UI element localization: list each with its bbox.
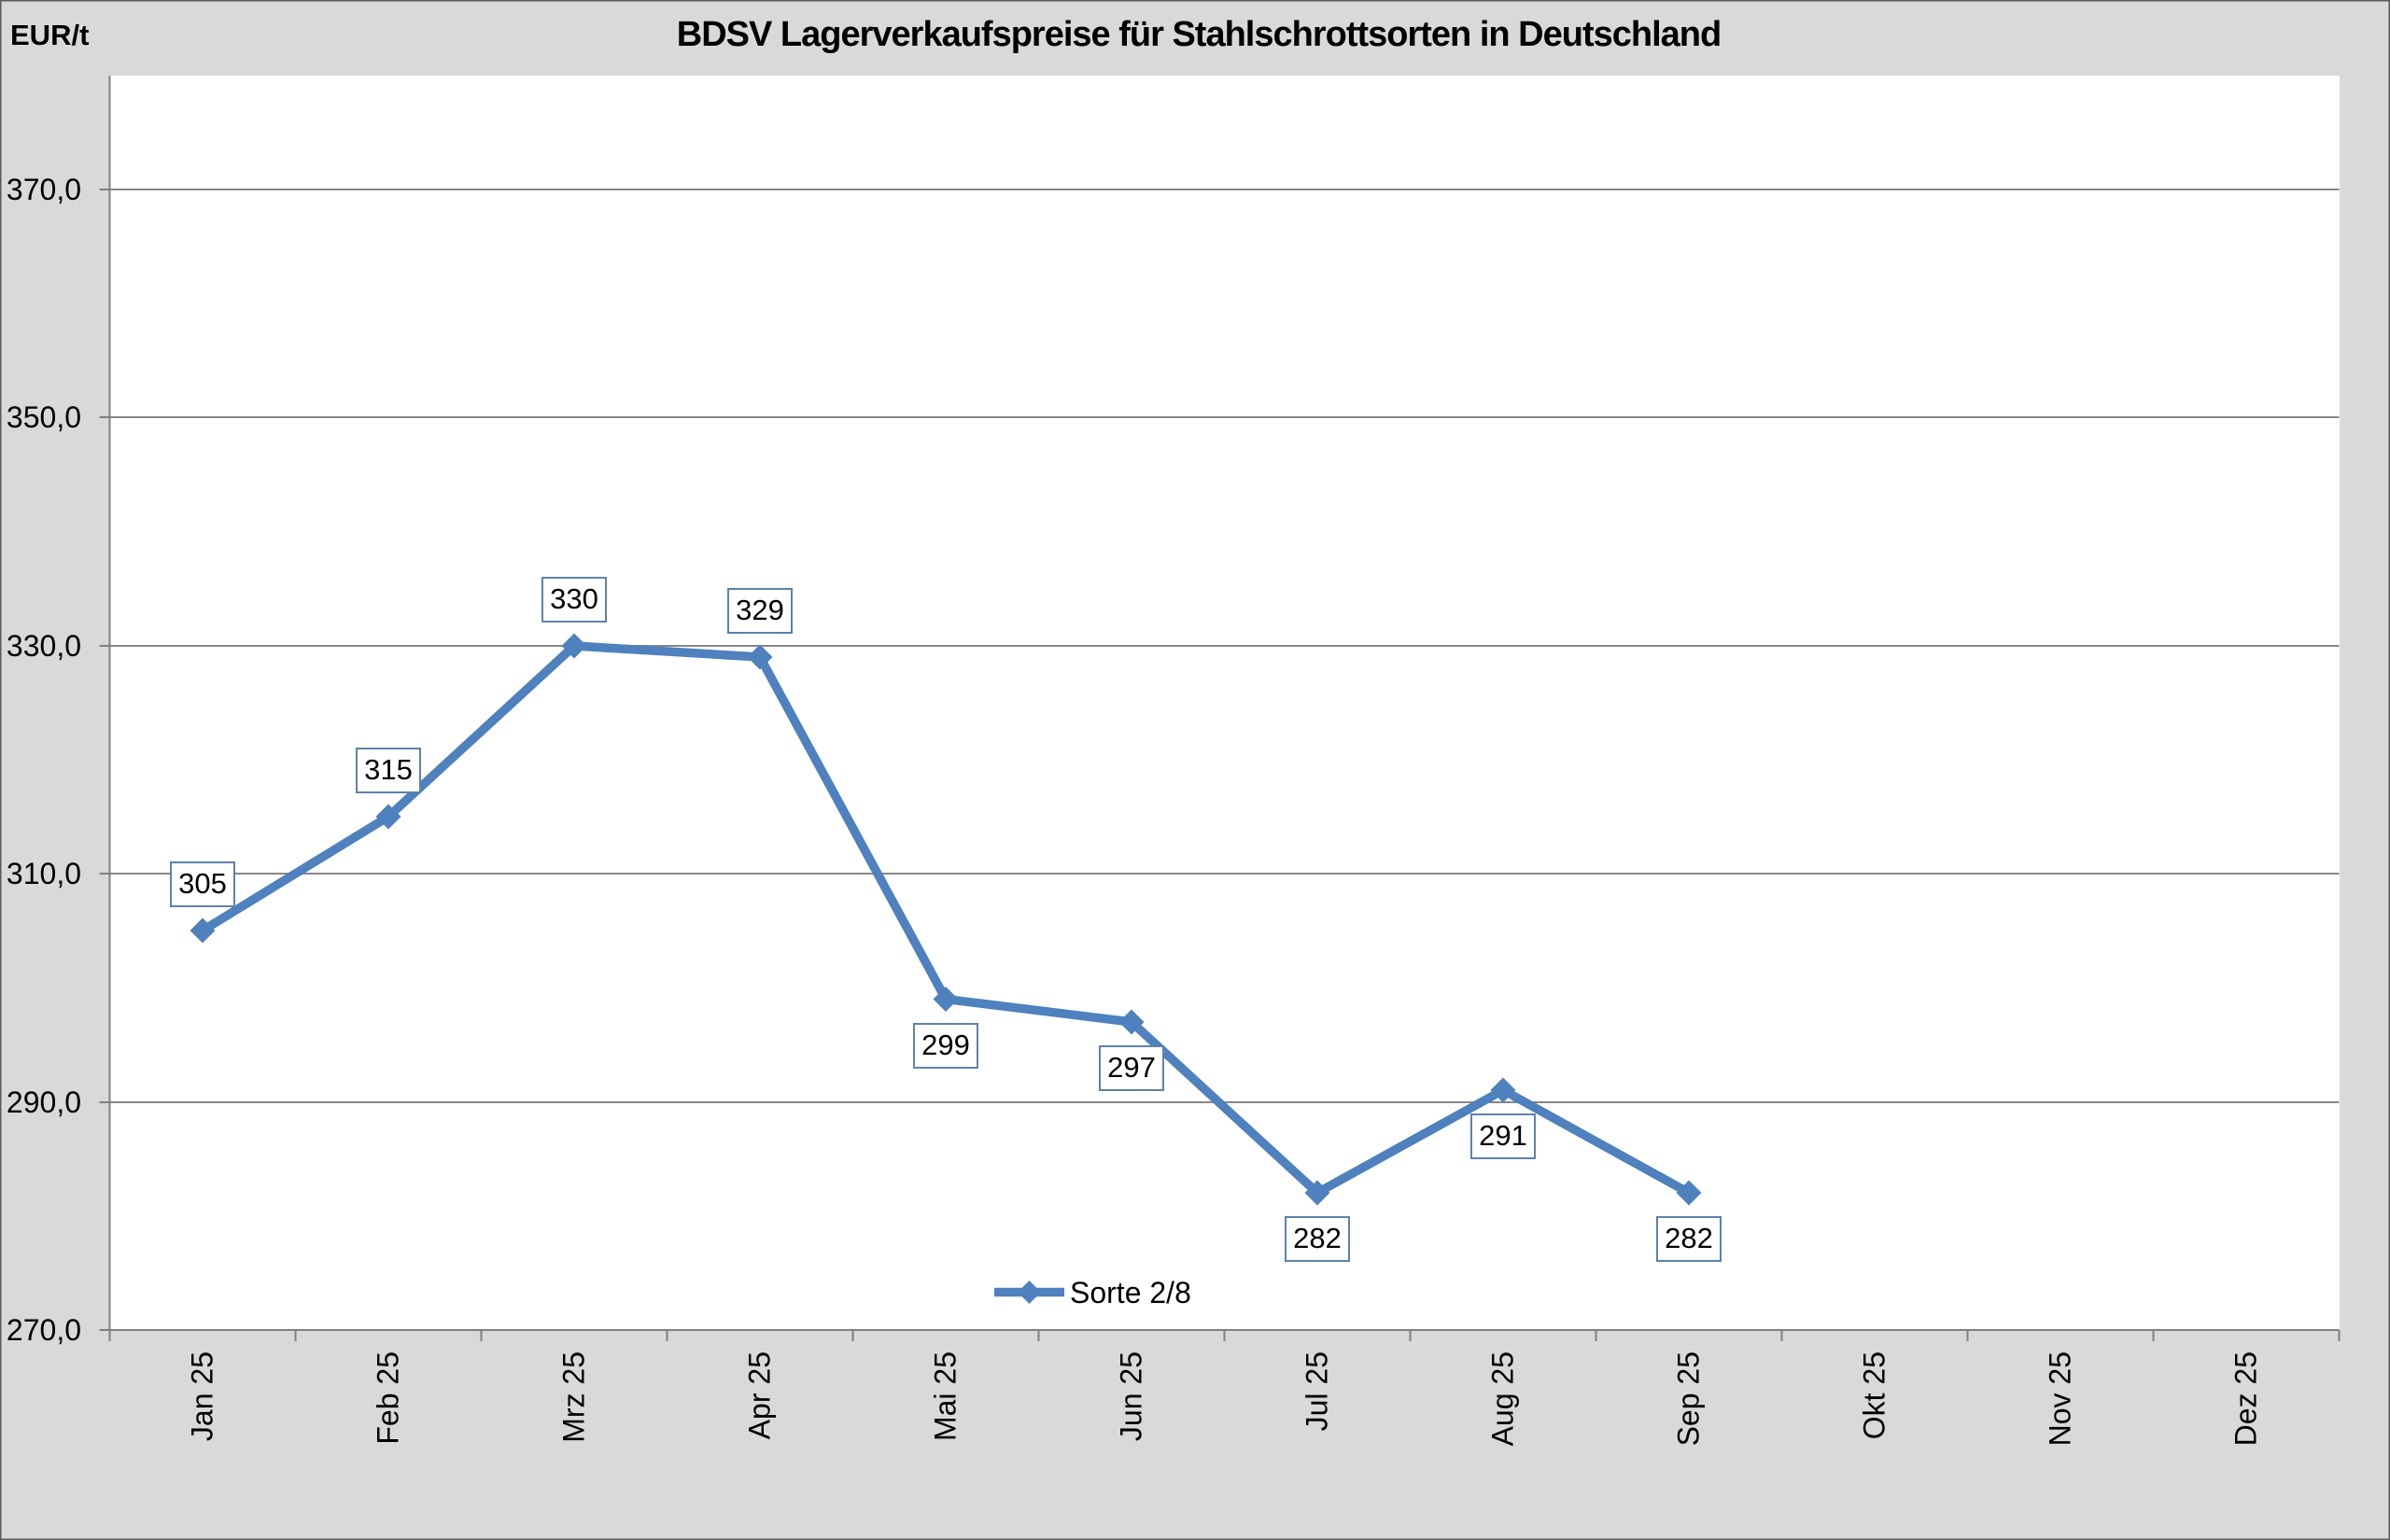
svg-text:Dez 25: Dez 25: [2229, 1351, 2263, 1446]
svg-text:Feb 25: Feb 25: [372, 1351, 405, 1445]
svg-text:Apr 25: Apr 25: [743, 1351, 777, 1439]
svg-text:Sep 25: Sep 25: [1672, 1351, 1706, 1446]
svg-text:Nov 25: Nov 25: [2044, 1351, 2077, 1446]
svg-text:Aug 25: Aug 25: [1486, 1351, 1520, 1446]
svg-text:Mai 25: Mai 25: [929, 1351, 963, 1441]
svg-text:Mrz 25: Mrz 25: [557, 1351, 591, 1443]
svg-text:Okt 25: Okt 25: [1858, 1351, 1891, 1439]
svg-text:Jan 25: Jan 25: [186, 1351, 219, 1441]
svg-text:Jul 25: Jul 25: [1300, 1351, 1334, 1431]
svg-text:Jun 25: Jun 25: [1115, 1351, 1148, 1441]
